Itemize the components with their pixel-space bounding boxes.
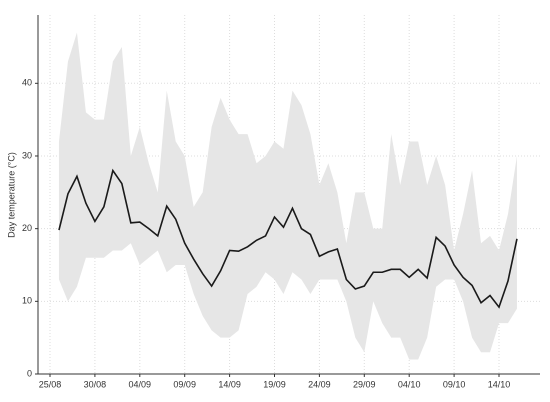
- x-tick-label: 04/10: [398, 379, 421, 389]
- x-tick-label: 30/08: [84, 379, 107, 389]
- x-tick-label: 19/09: [263, 379, 286, 389]
- x-tick-label: 24/09: [308, 379, 331, 389]
- y-tick-label: 0: [27, 368, 32, 378]
- y-tick-label: 10: [22, 296, 32, 306]
- y-tick-label: 40: [22, 78, 32, 88]
- mean-line: [58, 168, 518, 309]
- x-tick-label: 25/08: [39, 379, 62, 389]
- x-tick-label: 29/09: [353, 379, 376, 389]
- x-tick-label: 14/10: [488, 379, 511, 389]
- y-tick-label: 20: [22, 223, 32, 233]
- x-tick-label: 09/09: [173, 379, 196, 389]
- y-tick-label: 30: [22, 150, 32, 160]
- x-tick-label: 04/09: [129, 379, 152, 389]
- x-tick-label: 14/09: [218, 379, 241, 389]
- y-axis-label: Day temperature (°C): [6, 152, 16, 238]
- x-tick-label: 09/10: [443, 379, 466, 389]
- range-band: [58, 32, 517, 360]
